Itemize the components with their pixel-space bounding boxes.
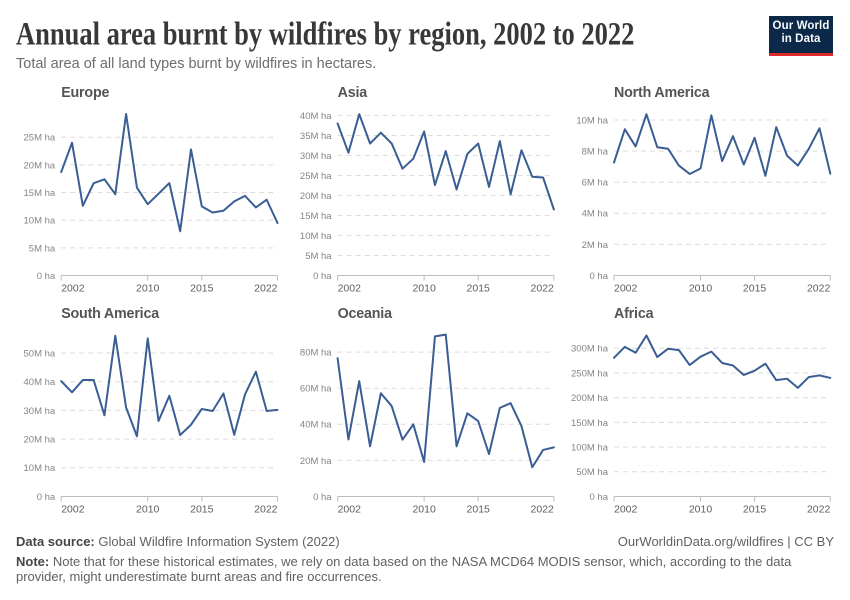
svg-text:100M ha: 100M ha — [571, 443, 609, 454]
svg-text:2010: 2010 — [136, 283, 160, 295]
svg-text:25M ha: 25M ha — [24, 133, 56, 144]
svg-text:4M ha: 4M ha — [582, 209, 609, 220]
svg-text:2M ha: 2M ha — [582, 240, 609, 251]
svg-text:2015: 2015 — [190, 283, 214, 295]
svg-text:2002: 2002 — [61, 283, 85, 295]
svg-text:2015: 2015 — [467, 283, 491, 295]
svg-text:5M ha: 5M ha — [305, 251, 332, 262]
svg-text:2002: 2002 — [61, 504, 85, 516]
svg-text:Oceania: Oceania — [338, 306, 393, 322]
svg-text:0 ha: 0 ha — [313, 492, 332, 503]
svg-text:2010: 2010 — [412, 283, 436, 295]
svg-text:North America: North America — [614, 85, 711, 101]
svg-text:Africa: Africa — [614, 306, 655, 322]
svg-text:80M ha: 80M ha — [300, 348, 332, 359]
svg-text:60M ha: 60M ha — [300, 384, 332, 395]
svg-text:South America: South America — [61, 306, 160, 322]
svg-text:2010: 2010 — [689, 283, 713, 295]
svg-text:20M ha: 20M ha — [300, 191, 332, 202]
svg-text:40M ha: 40M ha — [300, 420, 332, 431]
svg-text:40M ha: 40M ha — [24, 377, 56, 388]
svg-text:0 ha: 0 ha — [590, 271, 609, 282]
svg-text:10M ha: 10M ha — [300, 231, 332, 242]
svg-text:0 ha: 0 ha — [313, 271, 332, 282]
svg-text:Asia: Asia — [338, 85, 369, 101]
svg-text:5M ha: 5M ha — [29, 243, 56, 254]
svg-text:8M ha: 8M ha — [582, 147, 609, 158]
svg-text:250M ha: 250M ha — [571, 368, 609, 379]
svg-text:2010: 2010 — [689, 504, 713, 516]
svg-text:2022: 2022 — [807, 283, 831, 295]
svg-text:2022: 2022 — [254, 504, 278, 516]
svg-text:2022: 2022 — [531, 504, 555, 516]
svg-text:20M ha: 20M ha — [300, 456, 332, 467]
svg-text:2010: 2010 — [412, 504, 436, 516]
svg-text:300M ha: 300M ha — [571, 344, 609, 355]
svg-text:10M ha: 10M ha — [24, 463, 56, 474]
svg-text:10M ha: 10M ha — [24, 216, 56, 227]
svg-text:Europe: Europe — [61, 85, 109, 101]
svg-text:40M ha: 40M ha — [300, 111, 332, 122]
svg-text:25M ha: 25M ha — [300, 171, 332, 182]
svg-text:2002: 2002 — [614, 283, 638, 295]
svg-text:2022: 2022 — [531, 283, 555, 295]
svg-text:20M ha: 20M ha — [24, 435, 56, 446]
svg-text:2015: 2015 — [190, 504, 214, 516]
svg-text:50M ha: 50M ha — [576, 467, 608, 478]
svg-text:0 ha: 0 ha — [590, 492, 609, 503]
svg-text:2002: 2002 — [338, 504, 362, 516]
svg-text:6M ha: 6M ha — [582, 178, 609, 189]
svg-text:15M ha: 15M ha — [24, 188, 56, 199]
svg-text:30M ha: 30M ha — [24, 406, 56, 417]
svg-text:2002: 2002 — [614, 504, 638, 516]
svg-text:0 ha: 0 ha — [37, 271, 56, 282]
svg-text:15M ha: 15M ha — [300, 211, 332, 222]
svg-text:2015: 2015 — [467, 504, 491, 516]
svg-text:2022: 2022 — [254, 283, 278, 295]
svg-text:30M ha: 30M ha — [300, 151, 332, 162]
svg-text:10M ha: 10M ha — [576, 115, 608, 126]
svg-text:20M ha: 20M ha — [24, 160, 56, 171]
svg-text:50M ha: 50M ha — [24, 348, 56, 359]
svg-text:35M ha: 35M ha — [300, 131, 332, 142]
svg-text:2002: 2002 — [338, 283, 362, 295]
svg-text:0 ha: 0 ha — [37, 492, 56, 503]
svg-text:2010: 2010 — [136, 504, 160, 516]
svg-text:2015: 2015 — [743, 504, 767, 516]
svg-text:2015: 2015 — [743, 283, 767, 295]
svg-text:150M ha: 150M ha — [571, 418, 609, 429]
svg-text:200M ha: 200M ha — [571, 393, 609, 404]
svg-text:2022: 2022 — [807, 504, 831, 516]
